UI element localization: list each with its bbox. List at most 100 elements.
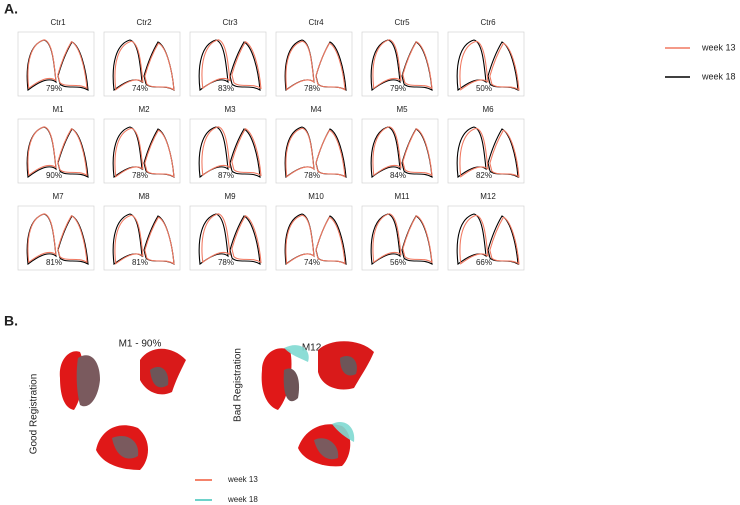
plot-frame <box>447 205 525 271</box>
plot-frame <box>17 118 95 184</box>
contour <box>114 127 175 178</box>
score: 83% <box>218 84 234 93</box>
contour <box>459 127 520 178</box>
contour <box>26 126 89 179</box>
lung-contours <box>26 39 89 92</box>
panel-title: Ctr3 <box>222 18 238 27</box>
contour <box>456 126 519 179</box>
panel-title: M3 <box>224 105 236 114</box>
panel-title: M1 <box>52 105 64 114</box>
section-label: A. <box>4 1 18 17</box>
contour <box>372 126 433 177</box>
contour <box>372 39 433 90</box>
legend-label: week 13 <box>701 42 736 52</box>
lung-contours <box>456 213 520 266</box>
score: 78% <box>304 84 320 93</box>
score: 87% <box>218 171 234 180</box>
panel-title: M8 <box>138 192 150 201</box>
score: 90% <box>46 171 62 180</box>
lung-3d <box>59 341 374 470</box>
plot-frame <box>361 31 439 97</box>
contour <box>370 126 433 179</box>
lung-contours <box>284 39 347 92</box>
contour <box>27 213 88 264</box>
plot-frame <box>189 118 267 184</box>
contour <box>201 213 262 264</box>
lung-contours <box>198 213 262 266</box>
plot-frame <box>361 118 439 184</box>
legend-label: week 18 <box>701 71 736 81</box>
panel-title: Ctr1 <box>50 18 66 27</box>
panel-title: Ctr5 <box>394 18 410 27</box>
score: 74% <box>304 258 320 267</box>
score: 84% <box>390 171 406 180</box>
plot-frame <box>447 31 525 97</box>
score: 50% <box>476 84 492 93</box>
lung-contours <box>198 126 262 179</box>
contour <box>114 214 175 265</box>
plot-frame <box>447 118 525 184</box>
panel-title: M11 <box>395 192 411 201</box>
panel-title: M4 <box>310 105 322 114</box>
panel-title: M10 <box>308 192 324 201</box>
panel-title: M7 <box>52 192 64 201</box>
lung-contours <box>284 213 347 266</box>
contour <box>459 214 520 265</box>
panel-title: M12 <box>480 192 496 201</box>
contour <box>284 213 347 266</box>
lung-contours <box>26 213 89 266</box>
plot-frame <box>189 205 267 271</box>
contour <box>201 39 262 90</box>
panel-title: M1 - 90% <box>119 339 162 350</box>
contour <box>284 126 347 179</box>
lung-contours <box>112 39 175 92</box>
score: 78% <box>218 258 234 267</box>
contour <box>456 39 519 92</box>
contour <box>370 213 433 266</box>
panel-title: M5 <box>396 105 408 114</box>
row-label: Good Registration <box>29 374 40 455</box>
legend-label: week 13 <box>227 475 258 484</box>
contour <box>370 39 433 92</box>
contour <box>285 40 346 91</box>
plot-frame <box>17 31 95 97</box>
contour <box>285 127 346 178</box>
lung-contours <box>26 126 89 179</box>
score: 66% <box>476 258 492 267</box>
lung-contours <box>370 126 433 179</box>
lung-contours <box>112 126 175 179</box>
plot-frame <box>103 118 181 184</box>
plot-frame <box>189 31 267 97</box>
contour <box>372 213 433 264</box>
lung-contours <box>456 39 520 92</box>
score: 79% <box>46 84 62 93</box>
lung-contours <box>456 126 520 179</box>
plot-frame <box>275 205 353 271</box>
lung-contours <box>370 39 433 92</box>
score: 78% <box>132 171 148 180</box>
contour <box>26 213 89 266</box>
contour <box>114 40 175 91</box>
score: 82% <box>476 171 492 180</box>
score: 79% <box>390 84 406 93</box>
contour <box>27 39 88 90</box>
plot-frame <box>361 205 439 271</box>
plot-frame <box>275 118 353 184</box>
panel-title: M6 <box>482 105 494 114</box>
contour <box>201 126 262 177</box>
panel-title: Ctr6 <box>480 18 496 27</box>
contour <box>27 126 88 177</box>
panel-title: M9 <box>224 192 236 201</box>
contour <box>26 39 89 92</box>
contour <box>284 39 347 92</box>
score: 78% <box>304 171 320 180</box>
panel-title: Ctr2 <box>136 18 152 27</box>
score: 74% <box>132 84 148 93</box>
score: 56% <box>390 258 406 267</box>
plot-frame <box>103 31 181 97</box>
score: 81% <box>46 258 62 267</box>
lung-contours <box>370 213 433 266</box>
legend-label: week 18 <box>227 495 258 504</box>
row-label: Bad Registration <box>233 348 244 422</box>
